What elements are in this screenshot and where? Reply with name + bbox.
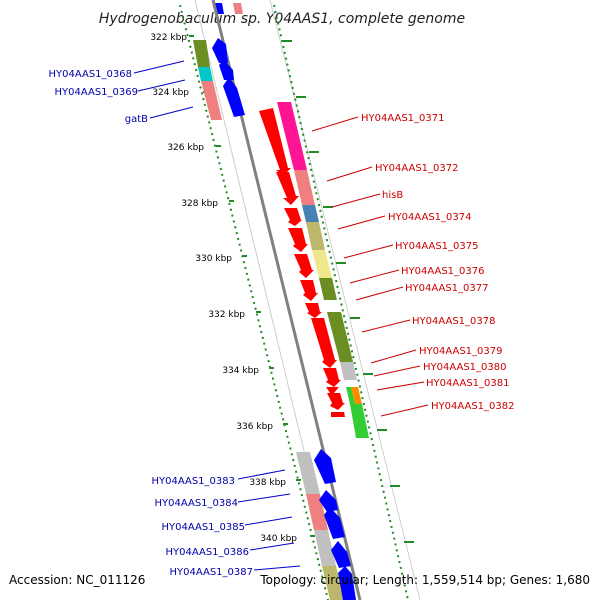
tick-label: 326 kbp [167,143,204,153]
gene-label-0380[interactable]: HY04AAS1_0380 [423,362,506,373]
gene-arrow-0378 [311,318,337,368]
cog-bar [306,494,328,530]
tick-label: 340 kbp [260,534,297,544]
gene-arrow-0386 [331,541,351,568]
cog-bar [193,40,210,67]
gene-label-0369[interactable]: HY04AAS1_0369 [55,87,138,98]
accession-label: Accession: NC_011126 [9,573,146,587]
cog-bar [351,387,362,404]
forward-gene-block [259,102,369,438]
gene-label-0381[interactable]: HY04AAS1_0381 [426,378,509,389]
gene-label-0376[interactable]: HY04AAS1_0376 [401,266,484,277]
reverse-gene-block-upper [193,38,245,120]
gene-arrow-0381 [327,393,345,410]
tick-label: 324 kbp [152,88,189,98]
forward-leader-lines [311,116,429,417]
cog-bar [277,102,307,170]
tick-marks [189,35,315,537]
gene-arrow-0374 [288,228,308,252]
gene-label-0379[interactable]: HY04AAS1_0379 [419,346,502,357]
gene-arrow-0384 [319,490,338,512]
gene-arrow-0387 [338,566,356,600]
tick-labels: 322 kbp 324 kbp 326 kbp 328 kbp 330 kbp … [150,33,297,544]
tick-label: 334 kbp [222,366,259,376]
gene-label-0371[interactable]: HY04AAS1_0371 [361,113,444,124]
gene-arrow-0376 [300,280,318,301]
cog-bar [294,170,315,205]
gene-label-0385[interactable]: HY04AAS1_0385 [162,522,245,533]
tick-rings [179,4,409,600]
cog-bar [306,222,325,250]
tick-label: 322 kbp [150,33,187,43]
gene-label-0378[interactable]: HY04AAS1_0378 [412,316,495,327]
tick-label: 332 kbp [208,310,245,320]
gene-label-0375[interactable]: HY04AAS1_0375 [395,241,478,252]
forward-gene-labels: HY04AAS1_0371 HY04AAS1_0372 hisB HY04AAS… [361,113,514,412]
gene-arrow-0375 [294,254,314,278]
cog-bar [319,278,337,300]
cog-bar [322,566,344,600]
gene-label-0374[interactable]: HY04AAS1_0374 [388,212,471,223]
gene-arrow-0379 [323,368,341,387]
cog-bar [198,67,213,81]
gene-label-0377[interactable]: HY04AAS1_0377 [405,283,488,294]
tick-label: 330 kbp [195,254,232,264]
gene-arrow-0368 [212,38,228,63]
gene-label-0382[interactable]: HY04AAS1_0382 [431,401,514,412]
gene-arrow-hisB [284,208,302,226]
gene-label-0368[interactable]: HY04AAS1_0368 [49,69,132,80]
cog-bar [314,530,336,566]
gene-arrow-gatB [223,77,245,117]
gene-arrow-0377 [305,303,322,318]
cog-bar [201,81,222,120]
gene-label-0387[interactable]: HY04AAS1_0387 [170,567,253,578]
gene-arrow-0382 [331,412,345,417]
outer-tick-marks [282,40,414,543]
reverse-leader-lines [133,60,301,571]
gene-arrow-0369 [219,60,234,80]
gene-label-0384[interactable]: HY04AAS1_0384 [155,498,238,509]
gene-arrow-0372 [276,172,299,205]
gene-label-0383[interactable]: HY04AAS1_0383 [152,476,235,487]
gene-label-gatB[interactable]: gatB [125,114,148,125]
tick-label: 338 kbp [249,478,286,488]
gene-arrow-0380 [326,387,339,393]
gene-label-hisB[interactable]: hisB [382,190,403,201]
topology-summary: Topology: circular; Length: 1,559,514 bp… [260,573,590,587]
gene-arrow-0385 [324,507,345,539]
map-title: Hydrogenobaculum sp. Y04AAS1, complete g… [99,11,465,27]
cog-bar [327,312,353,362]
tick-label: 328 kbp [181,199,218,209]
cog-bar [340,362,357,380]
gene-arrow-0371 [259,108,291,176]
cog-bar [346,387,355,404]
gene-label-0386[interactable]: HY04AAS1_0386 [166,547,249,558]
gene-arrow-0383 [314,449,336,484]
reverse-gene-labels: HY04AAS1_0368 HY04AAS1_0369 gatB HY04AAS… [49,69,253,578]
cog-bar [312,250,332,278]
tick-label: 336 kbp [236,422,273,432]
reverse-gene-block-lower [296,449,356,600]
cog-bar [350,404,369,438]
gene-label-0372[interactable]: HY04AAS1_0372 [375,163,458,174]
cog-bar [302,205,319,222]
cog-bar [296,452,320,494]
